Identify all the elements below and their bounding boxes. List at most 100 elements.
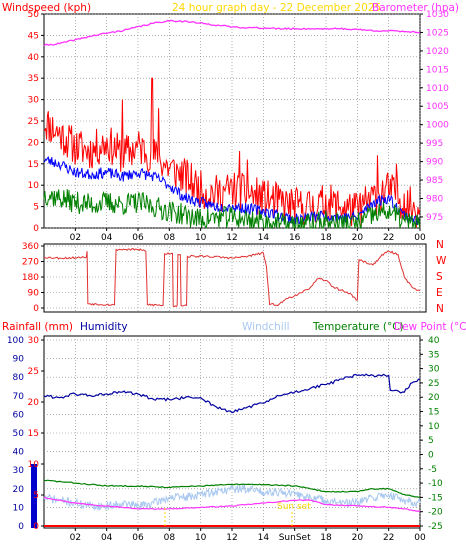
- humidity-y-tick-label: 90: [13, 355, 25, 365]
- temperature-y-ticks: 40 35 30 25 20 15 10 5 0 -5 -10 -15 -20 -25: [420, 336, 443, 532]
- dewpoint-legend: Dew Point (°C): [394, 321, 466, 333]
- humidity-y-tick-label: 70: [13, 392, 25, 402]
- rainfall-y-tick-label: 10: [28, 460, 40, 470]
- wind-x-tick-label: 12: [226, 233, 237, 243]
- barometer-y-tick-label: 1030: [426, 10, 449, 20]
- wind-y-tick-label: 5: [33, 203, 39, 213]
- temperature-y-tick-label: 5: [428, 436, 434, 446]
- wind-y-tick-label: 30: [28, 96, 40, 106]
- rainfall-y-tick-label: 25: [28, 367, 39, 377]
- rainfall-y-tick-label: 15: [28, 429, 39, 439]
- direction-series: [43, 247, 421, 308]
- compass-label: N: [436, 239, 444, 251]
- humidity-axis-title: Humidity: [80, 321, 128, 333]
- bottom-x-tick-label: 20: [352, 533, 364, 543]
- temperature-y-tick-label: -15: [428, 493, 443, 503]
- wind-y-tick-label: 0: [33, 224, 39, 234]
- compass-label: E: [436, 287, 443, 299]
- wind-x-tick-label: 10: [195, 233, 207, 243]
- direction-grid: [44, 244, 426, 312]
- direction-y-tick-label: 270: [22, 258, 39, 268]
- wind-x-tick-label: 00: [414, 233, 426, 243]
- wind-x-tick-label: 04: [101, 233, 113, 243]
- temperature-y-tick-label: 30: [428, 365, 440, 375]
- rainfall-y-tick-label: 30: [28, 336, 40, 346]
- chart-title: 24 hour graph day - 22 December 2025: [172, 2, 381, 14]
- compass-label: N: [436, 303, 444, 315]
- wind-y-tick-label: 20: [28, 138, 40, 148]
- bottom-grid: [44, 336, 421, 528]
- direction-y-tick-label: 360: [22, 242, 39, 252]
- wind-gust-line: [43, 77, 421, 228]
- humidity-y-tick-label: 50: [13, 429, 25, 439]
- barometer-axis-title: Barometer (hpa): [372, 2, 459, 14]
- temperature-y-tick-label: 35: [428, 350, 439, 360]
- windspeed-axis-title: Windspeed (kph): [2, 2, 91, 14]
- rainfall-axis-title: Rainfall (mm): [2, 321, 73, 333]
- dewpoint-line: [43, 496, 421, 513]
- humidity-y-tick-label: 80: [13, 373, 25, 383]
- temperature-line: [43, 479, 421, 498]
- humidity-y-tick-label: 20: [13, 485, 25, 495]
- humidity-y-tick-label: 60: [13, 410, 25, 420]
- compass-label: S: [436, 271, 443, 283]
- wind-x-tick-label: 08: [164, 233, 176, 243]
- bottom-x-tick-label: 04: [101, 533, 113, 543]
- barometer-line: [43, 19, 421, 47]
- bottom-x-ticks: 02 04 06 08 10 12 14 SunSet 18 20 22 00: [70, 528, 426, 543]
- bottom-x-tick-label: SunSet: [279, 533, 311, 543]
- wind-x-tick-label: 02: [70, 233, 81, 243]
- wind-x-tick-label: 14: [258, 233, 270, 243]
- humidity-y-tick-label: 10: [13, 503, 25, 513]
- barometer-y-tick-label: 980: [426, 194, 443, 204]
- barometer-y-tick-label: 1025: [426, 28, 449, 38]
- temperature-y-tick-label: 25: [428, 379, 439, 389]
- bottom-x-tick-label: 10: [195, 533, 207, 543]
- barometer-y-tick-label: 1005: [426, 102, 449, 112]
- temperature-y-tick-label: -5: [428, 465, 437, 475]
- compass-label: W: [436, 255, 447, 267]
- bottom-x-tick-label: 02: [70, 533, 81, 543]
- direction-y-ticks: 0 90 180 270 360: [22, 242, 44, 314]
- temperature-y-tick-label: 20: [428, 393, 440, 403]
- bottom-x-tick-label: 18: [320, 533, 332, 543]
- wind-x-ticks: 02 04 06 08 10 12 14 16 18 20 22 00: [70, 228, 426, 243]
- wind-x-tick-label: 16: [289, 233, 301, 243]
- rainfall-y-tick-label: 20: [28, 398, 40, 408]
- rainfall-y-tick-label: 5: [33, 491, 39, 501]
- direction-plot-area: [43, 243, 427, 313]
- barometer-y-tick-label: 1020: [426, 47, 449, 57]
- humidity-y-tick-label: 40: [13, 448, 25, 458]
- rainfall-y-ticks: 0 5 10 15 20 25 30: [28, 336, 44, 532]
- rainfall-y-tick-label: 0: [33, 522, 39, 532]
- humidity-y-tick-label: 100: [7, 336, 24, 346]
- humidity-scale-bar: [31, 464, 37, 528]
- direction-y-tick-label: 0: [33, 304, 39, 314]
- barometer-y-tick-label: 990: [426, 158, 443, 168]
- wind-y-tick-label: 15: [28, 160, 39, 170]
- temperature-y-tick-label: 15: [428, 408, 439, 418]
- wind-y-ticks: 0 5 10 15 20 25 30 35 40 45 50: [28, 10, 44, 234]
- humidity-y-ticks: 0 10 20 30 40 50 60 70 80 90 100: [7, 336, 24, 532]
- wind-x-tick-label: 18: [320, 233, 332, 243]
- direction-y-tick-label: 90: [28, 289, 40, 299]
- temperature-y-tick-label: 40: [428, 336, 440, 346]
- wind-x-tick-label: 20: [352, 233, 364, 243]
- barometer-y-tick-label: 1010: [426, 84, 449, 94]
- bottom-x-tick-label: 00: [414, 533, 426, 543]
- barometer-y-tick-label: 995: [426, 139, 443, 149]
- humidity-y-tick-label: 0: [18, 522, 24, 532]
- bottom-x-tick-label: 14: [258, 533, 270, 543]
- wind-series: [43, 19, 421, 230]
- temperature-y-tick-label: -20: [428, 508, 443, 518]
- temperature-axis-title: Temperature (°C): [312, 321, 404, 333]
- temperature-y-tick-label: 0: [428, 450, 434, 460]
- bottom-series: [43, 373, 421, 527]
- wind-y-tick-label: 45: [28, 31, 39, 41]
- barometer-y-tick-label: 985: [426, 176, 443, 186]
